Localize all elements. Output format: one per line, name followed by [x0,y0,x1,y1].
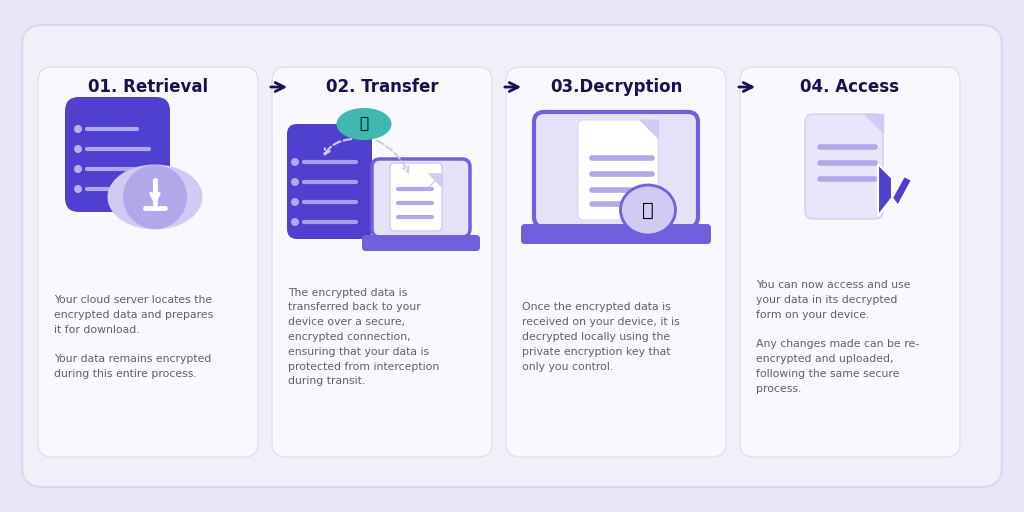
Circle shape [291,158,299,166]
FancyBboxPatch shape [362,235,480,251]
Text: 02. Transfer: 02. Transfer [326,78,438,96]
Circle shape [74,145,82,153]
FancyBboxPatch shape [506,67,726,457]
Circle shape [291,178,299,186]
FancyBboxPatch shape [805,114,883,219]
Text: You can now access and use
your data in its decrypted
form on your device.

Any : You can now access and use your data in … [756,280,920,394]
Ellipse shape [621,185,676,235]
Polygon shape [429,174,442,187]
Polygon shape [878,164,912,216]
Circle shape [123,165,187,229]
FancyBboxPatch shape [372,159,470,237]
Circle shape [291,198,299,206]
Circle shape [74,165,82,173]
Text: 04. Access: 04. Access [801,78,899,96]
FancyBboxPatch shape [578,120,658,220]
FancyBboxPatch shape [65,97,170,212]
FancyBboxPatch shape [534,112,698,227]
FancyBboxPatch shape [272,67,492,457]
Text: 03.Decryption: 03.Decryption [550,78,682,96]
FancyBboxPatch shape [22,25,1002,487]
Text: 🔑: 🔑 [359,117,369,132]
Text: 01. Retrieval: 01. Retrieval [88,78,208,96]
Ellipse shape [108,164,203,229]
Polygon shape [865,114,883,132]
FancyBboxPatch shape [287,124,372,239]
FancyBboxPatch shape [390,163,442,231]
Text: Your cloud server locates the
encrypted data and prepares
it for download.

Your: Your cloud server locates the encrypted … [54,295,213,379]
Text: The encrypted data is
transferred back to your
device over a secure,
encrypted c: The encrypted data is transferred back t… [288,288,439,387]
Text: Once the encrypted data is
received on your device, it is
decrypted locally usin: Once the encrypted data is received on y… [522,303,680,372]
FancyBboxPatch shape [521,224,711,244]
FancyBboxPatch shape [38,67,258,457]
Circle shape [74,185,82,193]
Circle shape [291,218,299,226]
Circle shape [74,125,82,133]
FancyBboxPatch shape [740,67,961,457]
Ellipse shape [337,108,391,140]
Text: 🔓: 🔓 [642,201,654,220]
Polygon shape [640,120,658,138]
